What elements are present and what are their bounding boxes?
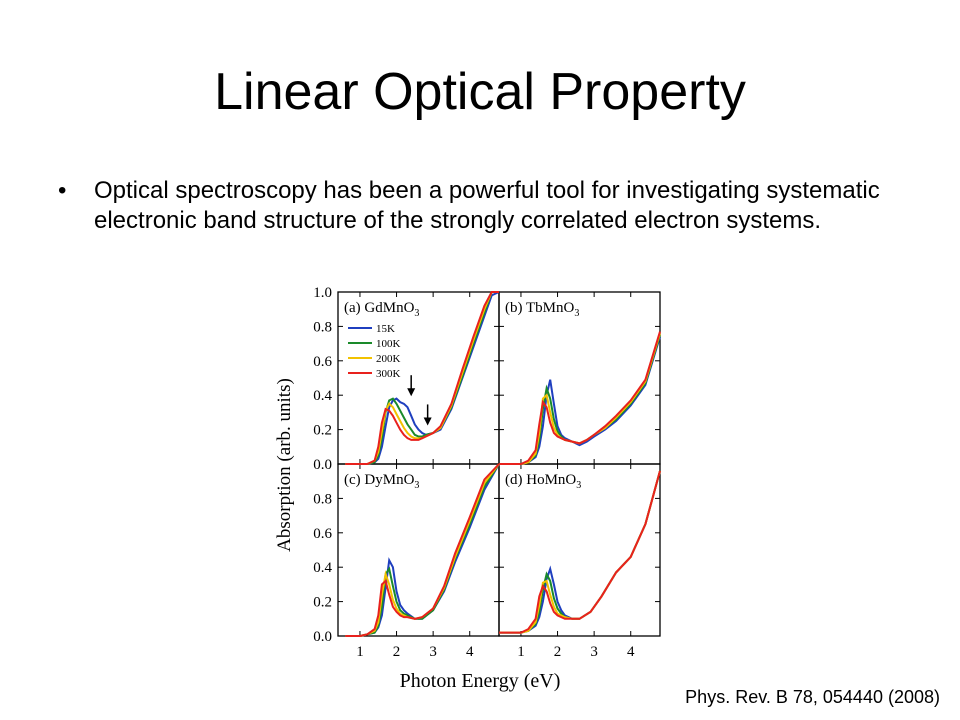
panel-label-d: (d) HoMnO3 xyxy=(505,472,581,491)
x-tick-label: 3 xyxy=(429,644,437,660)
y-tick-label: 0.4 xyxy=(313,388,332,404)
x-tick-label: 4 xyxy=(627,644,635,660)
x-tick-label: 2 xyxy=(554,644,562,660)
series-line-d-200K xyxy=(499,470,661,634)
x-tick-label: 3 xyxy=(590,644,598,660)
series-line-c-100K xyxy=(345,463,500,637)
y-tick-label: 0.0 xyxy=(313,457,332,473)
arrow-head-icon xyxy=(423,417,432,426)
arrow-head-icon xyxy=(407,388,416,397)
y-tick-label: 1.0 xyxy=(313,285,332,301)
x-tick-label: 4 xyxy=(466,644,474,660)
x-axis-label: Photon Energy (eV) xyxy=(400,670,561,692)
x-tick-label: 2 xyxy=(393,644,401,660)
y-axis-label: Absorption (arb. units) xyxy=(274,378,295,552)
panel-label-c: (c) DyMnO3 xyxy=(344,472,419,491)
y-tick-label: 0.0 xyxy=(313,629,332,645)
series-line-a-300K xyxy=(345,291,499,465)
series-line-d-15K xyxy=(499,470,661,634)
series-line-c-300K xyxy=(345,463,500,637)
series-line-c-200K xyxy=(345,463,500,637)
panel-label-a: (a) GdMnO3 xyxy=(344,300,419,319)
series-line-d-300K xyxy=(499,470,661,634)
absorption-figure: Absorption (arb. units) Photon Energy (e… xyxy=(270,280,670,700)
panel-label-b: (b) TbMnO3 xyxy=(505,300,579,319)
series-line-b-15K xyxy=(499,336,661,465)
series-line-c-15K xyxy=(345,463,500,637)
legend-label-200K: 200K xyxy=(376,353,401,365)
y-tick-label: 0.6 xyxy=(313,354,332,370)
legend-label-100K: 100K xyxy=(376,338,401,350)
y-tick-label: 0.6 xyxy=(313,526,332,542)
x-tick-label: 1 xyxy=(517,644,525,660)
y-tick-label: 0.2 xyxy=(313,595,332,611)
x-tick-label: 1 xyxy=(356,644,364,660)
absorption-chart: Absorption (arb. units) Photon Energy (e… xyxy=(274,285,661,692)
y-tick-label: 0.8 xyxy=(313,319,332,335)
citation: Phys. Rev. B 78, 054440 (2008) xyxy=(685,687,940,707)
legend-label-15K: 15K xyxy=(376,323,395,335)
legend-label-300K: 300K xyxy=(376,368,401,380)
y-tick-label: 0.4 xyxy=(313,560,332,576)
bullet-text: Optical spectroscopy has been a powerful… xyxy=(94,177,880,234)
series-line-b-300K xyxy=(499,331,661,465)
panel-frame-b xyxy=(498,291,661,465)
y-tick-label: 0.8 xyxy=(313,491,332,507)
y-tick-label: 0.2 xyxy=(313,423,332,439)
panel-frame-d xyxy=(498,463,661,637)
series-line-d-100K xyxy=(499,470,661,634)
slide-title: Linear Optical Property xyxy=(214,63,746,121)
bullet-dot-icon: • xyxy=(58,177,67,204)
